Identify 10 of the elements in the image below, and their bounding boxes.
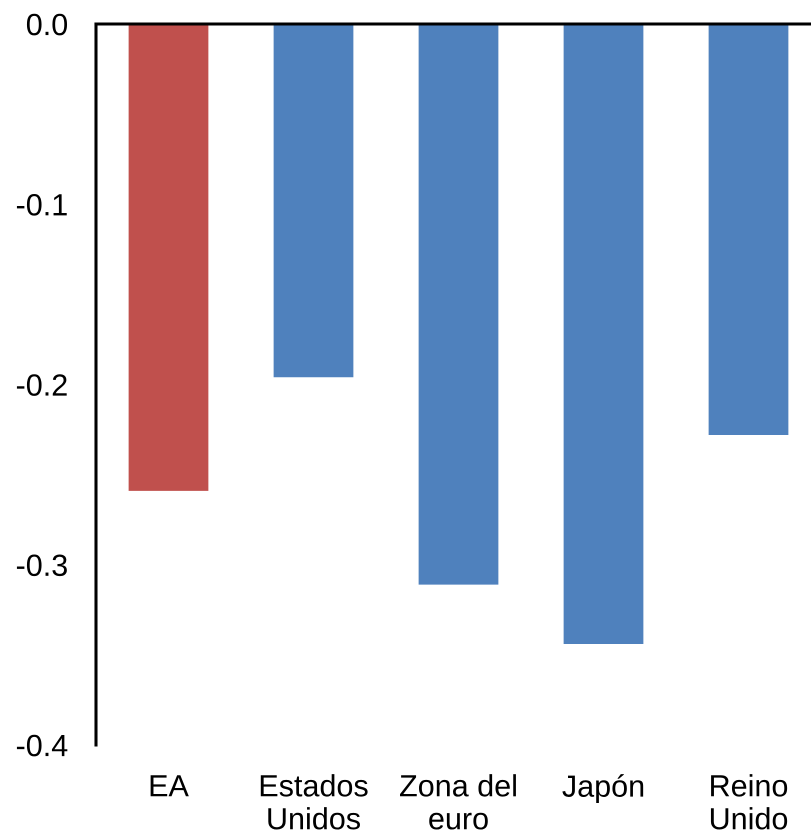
y-tick-label: -0.3 xyxy=(16,554,67,576)
y-tick-label: -0.4 xyxy=(16,734,68,756)
y-tick-label: -0.1 xyxy=(16,194,67,216)
x-tick-label: Reino Unido xyxy=(710,774,788,830)
x-tick-label: EA xyxy=(150,775,189,796)
y-tick-label: -0.2 xyxy=(16,374,67,396)
x-tick-label: Japón xyxy=(562,774,644,804)
x-tick-label: Zona del euro xyxy=(400,774,516,830)
y-tick-label: 0.0 xyxy=(26,14,68,36)
x-tick-label: Estados Unidos xyxy=(260,774,368,830)
